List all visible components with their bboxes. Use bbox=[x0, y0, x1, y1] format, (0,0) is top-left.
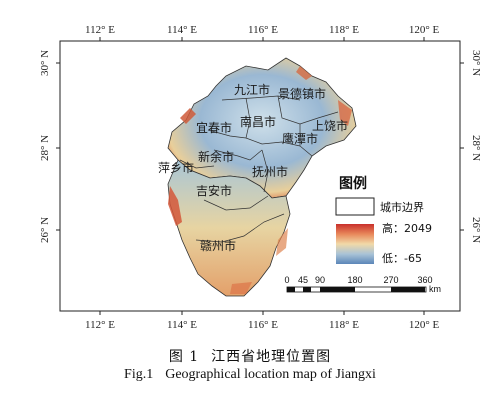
lon-label-top: 120° E bbox=[409, 24, 440, 36]
province-elevation-south bbox=[167, 159, 291, 297]
lon-label-top: 118° E bbox=[329, 24, 359, 36]
mountain-accent bbox=[338, 100, 352, 126]
figure-number-en: Fig.1 bbox=[124, 367, 154, 382]
legend-low-label: 低：-65 bbox=[382, 252, 422, 265]
mountain-accent bbox=[168, 186, 182, 226]
lat-label-right: 30° N bbox=[470, 50, 482, 76]
mountain-accent bbox=[230, 282, 252, 294]
scale-label: 270 bbox=[383, 275, 398, 285]
city-label-jiujiang: 九江市 bbox=[234, 82, 270, 97]
city-label-pingxiang: 萍乡市 bbox=[158, 160, 194, 175]
city-label-jian: 吉安市 bbox=[196, 183, 232, 198]
scale-label: 180 bbox=[347, 275, 362, 285]
legend-title: 图例 bbox=[339, 175, 367, 192]
scale-label: 90 bbox=[315, 275, 325, 285]
mountain-accent bbox=[276, 228, 288, 256]
city-label-yichun: 宜春市 bbox=[196, 120, 232, 135]
lon-label-bottom: 118° E bbox=[329, 319, 359, 331]
lat-label-left: 26° N bbox=[39, 217, 51, 243]
scale-label: 0 bbox=[284, 275, 289, 285]
jiangxi-province bbox=[167, 57, 357, 297]
city-boundaries bbox=[179, 95, 339, 243]
figure-title-cn: 江西省地理位置图 bbox=[211, 349, 332, 365]
lon-label-top: 116° E bbox=[248, 24, 278, 36]
top-lon-ticks bbox=[99, 37, 425, 41]
mountain-accent bbox=[180, 108, 196, 124]
lat-label-right: 26° N bbox=[470, 217, 482, 243]
city-label-ganzhou: 赣州市 bbox=[200, 238, 236, 253]
city-label-nanchang: 南昌市 bbox=[240, 114, 276, 129]
right-lat-ticks bbox=[460, 62, 464, 231]
left-lat-ticks bbox=[56, 62, 60, 231]
city-label-fuzhou: 抚州市 bbox=[252, 164, 288, 179]
legend-boundary-label: 城市边界 bbox=[380, 200, 424, 214]
lon-label-top: 114° E bbox=[167, 24, 197, 36]
city-label-jingdezhen: 景德镇市 bbox=[278, 86, 326, 101]
scale-label: 360 bbox=[417, 275, 432, 285]
lon-label-bottom: 120° E bbox=[409, 319, 440, 331]
legend-elevation-ramp bbox=[336, 224, 374, 264]
city-label-yingtan: 鹰潭市 bbox=[282, 131, 318, 146]
lon-label-bottom: 114° E bbox=[167, 319, 197, 331]
lat-label-left: 28° N bbox=[39, 135, 51, 161]
figure-caption-chinese: 图 1 江西省地理位置图 bbox=[0, 346, 500, 366]
legend-boundary-swatch bbox=[335, 197, 375, 216]
lat-label-right: 28° N bbox=[470, 135, 482, 161]
figure-title-en: Geographical location map of Jiangxi bbox=[165, 367, 376, 382]
lon-label-bottom: 116° E bbox=[248, 319, 278, 331]
legend-high-label: 高：2049 bbox=[382, 221, 432, 235]
scale-unit: km bbox=[429, 284, 441, 294]
lon-label-bottom: 112° E bbox=[85, 319, 115, 331]
legend: 图例 城市边界 高：2049 低：-65 bbox=[335, 175, 432, 265]
scale-label: 45 bbox=[298, 275, 308, 285]
city-label-shangrao: 上饶市 bbox=[312, 118, 348, 133]
lon-label-top: 112° E bbox=[85, 24, 115, 36]
bottom-lon-ticks bbox=[99, 311, 425, 315]
scale-bar: 0 45 90 180 270 360 km bbox=[284, 275, 441, 294]
lat-label-left: 30° N bbox=[39, 50, 51, 76]
city-label-xinyu: 新余市 bbox=[198, 149, 234, 164]
figure-number-cn: 图 1 bbox=[168, 349, 200, 365]
figure-caption-english: Fig.1 Geographical location map of Jiangx… bbox=[0, 367, 500, 383]
mountain-accent bbox=[296, 66, 312, 80]
